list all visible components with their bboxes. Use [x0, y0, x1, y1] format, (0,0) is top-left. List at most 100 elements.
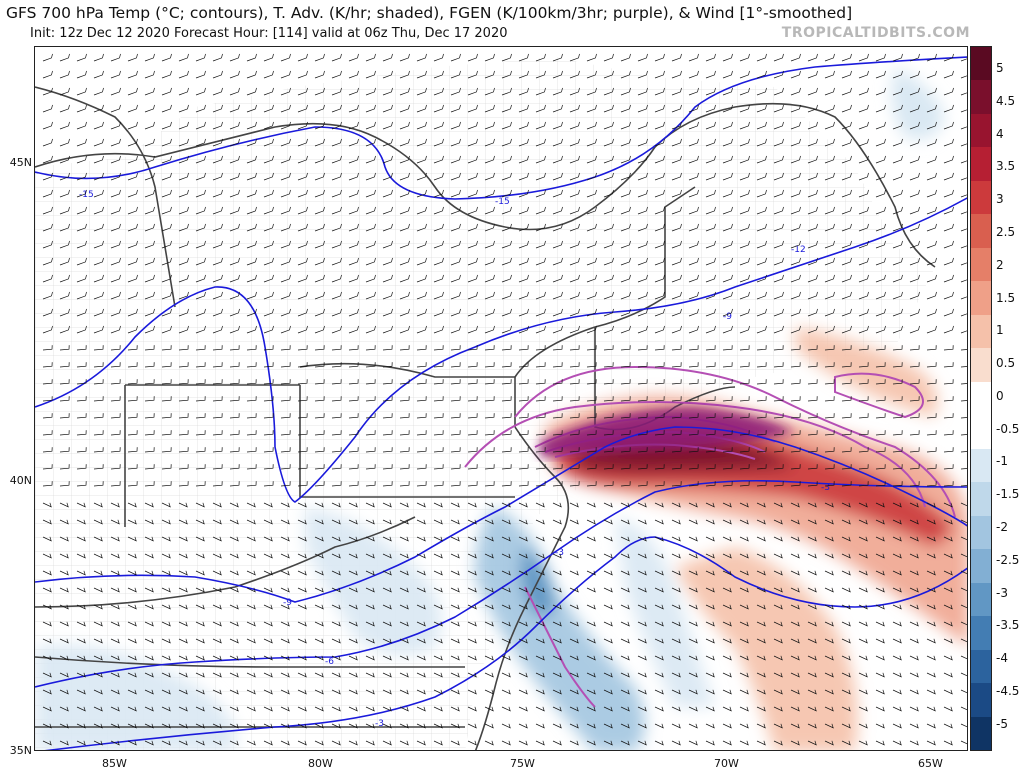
wind-barb — [773, 464, 784, 470]
wind-barb — [433, 240, 444, 249]
wind-barb — [773, 553, 783, 559]
wind-barb — [654, 706, 664, 712]
wind-barb — [263, 308, 274, 317]
wind-barb — [535, 362, 546, 368]
wind-barb — [535, 464, 546, 470]
wind-barb — [824, 447, 835, 453]
wind-barb — [127, 155, 138, 164]
wind-barb — [229, 379, 240, 385]
wind-barb — [365, 172, 376, 181]
wind-barb — [824, 155, 835, 164]
wind-barb — [790, 53, 801, 62]
wind-barb — [331, 621, 341, 627]
wind-barb — [93, 240, 104, 249]
wind-barb — [263, 536, 273, 542]
wind-barb — [552, 379, 563, 385]
wind-barb — [229, 723, 239, 729]
wind-barb — [943, 536, 953, 542]
wind-barb — [926, 223, 937, 232]
wind-barb — [76, 553, 86, 559]
wind-barb — [637, 121, 648, 130]
wind-barb — [501, 464, 512, 470]
wind-barb — [178, 723, 188, 729]
wind-barb — [960, 92, 967, 96]
wind-barb — [195, 138, 206, 147]
wind-barb — [178, 291, 189, 300]
wind-barb — [620, 138, 631, 147]
wind-barb — [518, 706, 528, 712]
wind-barb — [892, 553, 902, 559]
wind-barb — [671, 155, 682, 164]
wind-barb — [790, 138, 801, 147]
wind-barb — [960, 519, 967, 524]
wind-barb — [552, 87, 563, 96]
wind-barb — [518, 104, 529, 113]
wind-barb — [484, 138, 495, 147]
wind-barb — [960, 434, 967, 436]
wind-barb — [603, 723, 613, 729]
wind-barb — [144, 740, 154, 746]
wind-barb — [620, 481, 631, 487]
wind-barb — [739, 223, 750, 232]
wind-barb — [365, 536, 375, 542]
wind-barb — [790, 723, 800, 729]
wind-barb — [671, 553, 681, 559]
wind-barb — [552, 570, 562, 576]
wind-barb — [212, 87, 223, 96]
wind-barb — [824, 308, 835, 317]
wind-barb — [586, 604, 596, 610]
wind-barb — [467, 206, 478, 215]
wind-barb — [161, 621, 171, 627]
wind-barb — [450, 223, 461, 232]
wind-barb — [773, 379, 784, 385]
wind-barb — [552, 308, 563, 317]
wind-barb — [212, 604, 222, 610]
wind-barb — [552, 621, 562, 627]
wind-barb — [926, 189, 937, 198]
wind-barb — [297, 689, 307, 695]
wind-barb — [127, 689, 137, 695]
wind-barb — [484, 87, 495, 96]
wind-barb — [76, 104, 87, 113]
wind-barb — [280, 138, 291, 147]
wind-barb — [76, 138, 87, 147]
wind-barb — [484, 536, 494, 542]
wind-barb — [314, 70, 325, 79]
wind-barb — [892, 723, 902, 729]
wind-barb — [161, 587, 171, 593]
wind-barb — [348, 413, 359, 419]
wind-barb — [824, 723, 834, 729]
wind-barb — [858, 447, 869, 453]
wind-barb — [314, 481, 325, 487]
wind-barb — [263, 553, 273, 559]
wind-barb — [416, 223, 427, 232]
wind-barb — [433, 740, 443, 746]
wind-barb — [654, 723, 664, 729]
wind-barb — [637, 70, 648, 79]
wind-barb — [416, 172, 427, 181]
wind-barb — [161, 740, 171, 746]
wind-barb — [807, 206, 818, 215]
wind-barb — [552, 223, 563, 232]
wind-barb — [212, 396, 223, 402]
wind-barb — [875, 379, 886, 385]
lat-label-35n: 35N — [9, 744, 32, 757]
wind-barb — [365, 447, 376, 453]
wind-barb — [552, 502, 562, 508]
wind-barb — [722, 430, 733, 436]
wind-barb — [263, 155, 274, 164]
wind-barb — [178, 308, 189, 317]
wind-barb — [688, 481, 699, 487]
wind-barb — [280, 587, 290, 593]
wind-barb — [246, 430, 257, 436]
wind-barb — [501, 502, 511, 508]
wind-barb — [756, 502, 766, 508]
wind-barb — [212, 206, 223, 215]
wind-barb — [144, 413, 155, 419]
wind-barb — [212, 740, 222, 746]
wind-barb — [824, 206, 835, 215]
wind-barb — [875, 87, 886, 96]
wind-barb — [875, 604, 885, 610]
wind-barb — [450, 379, 461, 385]
wind-barb — [399, 655, 409, 661]
